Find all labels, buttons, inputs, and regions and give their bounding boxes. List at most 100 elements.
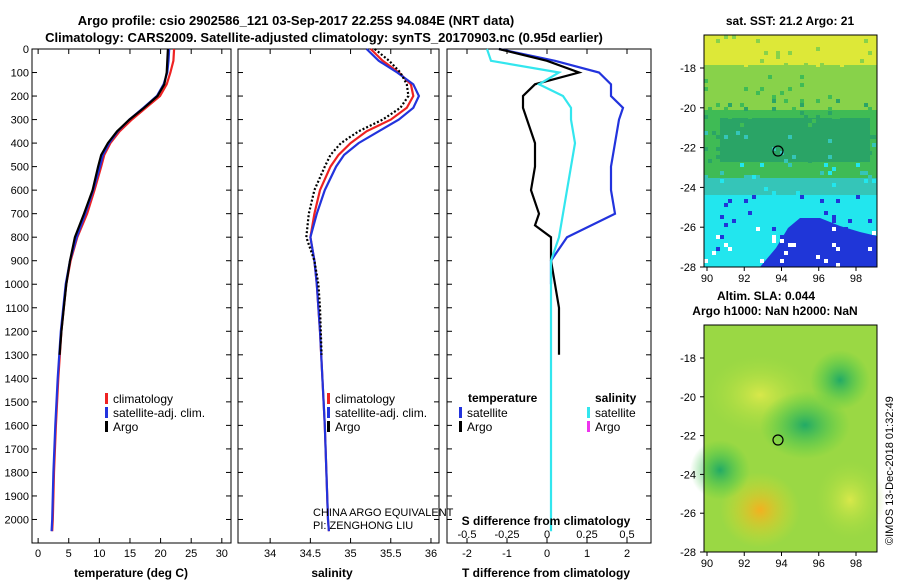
sst-pixel bbox=[776, 119, 780, 123]
sst-pixel bbox=[872, 143, 876, 147]
sst-pixel bbox=[832, 215, 836, 219]
legend-label-t-satellite: satellite bbox=[467, 406, 508, 420]
x2tick-label: 0 bbox=[544, 529, 550, 541]
xtick-label: 0 bbox=[35, 548, 41, 560]
series-line-satellite-adj-clim- bbox=[309, 48, 421, 532]
x2tick-label: -0.25 bbox=[494, 529, 519, 541]
sst-pixel bbox=[704, 75, 708, 79]
sst-map bbox=[704, 35, 877, 267]
sst-pixel bbox=[708, 159, 712, 163]
sst-pixel bbox=[704, 207, 708, 211]
sst-pixel bbox=[704, 175, 708, 179]
sst-pixel bbox=[760, 59, 764, 63]
map-xtick-label: 96 bbox=[813, 558, 825, 570]
legend-label-argo-2: Argo bbox=[335, 420, 361, 434]
sst-pixel bbox=[744, 207, 748, 211]
ytick-label: 700 bbox=[11, 209, 29, 221]
map-ytick-label: -20 bbox=[680, 392, 696, 404]
xtick-label: 1 bbox=[584, 548, 590, 560]
map-ytick-label: -22 bbox=[680, 143, 696, 155]
sst-pixel bbox=[788, 87, 792, 91]
sst-pixel bbox=[860, 71, 864, 75]
sst-pixel bbox=[712, 251, 716, 255]
sst-pixel bbox=[816, 155, 820, 159]
sst-pixel bbox=[780, 239, 784, 243]
x2tick-label: 0.25 bbox=[576, 529, 597, 541]
sst-pixel bbox=[748, 115, 752, 119]
sst-pixel bbox=[760, 163, 764, 167]
sst-pixel bbox=[832, 47, 836, 51]
sla-blob-green-2 bbox=[810, 350, 870, 410]
sst-pixel bbox=[716, 247, 720, 251]
sst-pixel bbox=[868, 135, 872, 139]
xtick-label: 25 bbox=[185, 548, 197, 560]
sst-pixel bbox=[828, 95, 832, 99]
legend-label-climatology-2: climatology bbox=[335, 392, 395, 406]
sst-pixel bbox=[760, 87, 764, 91]
sst-pixel bbox=[732, 51, 736, 55]
sst-pixel bbox=[716, 83, 720, 87]
sst-pixel bbox=[856, 195, 860, 199]
sst-pixel bbox=[820, 63, 824, 67]
sst-pixel bbox=[868, 51, 872, 55]
sst-pixel bbox=[764, 51, 768, 55]
sst-pixel bbox=[728, 199, 732, 203]
sst-pixel bbox=[868, 107, 872, 111]
sst-pixel bbox=[796, 183, 800, 187]
legend-label-satellite-2: satellite-adj. clim. bbox=[335, 406, 427, 420]
legend-label-argo: Argo bbox=[113, 420, 139, 434]
sst-pixel bbox=[820, 71, 824, 75]
pi-text: PI: ZENGHONG LIU bbox=[313, 520, 413, 532]
ytick-label: 300 bbox=[11, 115, 29, 127]
sst-pixel bbox=[856, 163, 860, 167]
sst-pixel bbox=[832, 167, 836, 171]
sst-pixel bbox=[788, 219, 792, 223]
sst-pixel bbox=[776, 51, 780, 55]
sst-pixel bbox=[744, 67, 748, 71]
sst-pixel bbox=[784, 251, 788, 255]
sst-pixel bbox=[752, 175, 756, 179]
xtick-label: 35.5 bbox=[380, 548, 401, 560]
xtick-label: 20 bbox=[154, 548, 166, 560]
imos-stamp: ©IMOS 13-Dec-2018 01:32:49 bbox=[884, 396, 896, 545]
series-line-satellite-adj-clim- bbox=[50, 48, 171, 532]
map1-title: sat. SST: 21.2 Argo: 21 bbox=[726, 14, 855, 28]
sst-pixel bbox=[868, 175, 872, 179]
sst-pixel bbox=[832, 219, 836, 223]
sst-pixel bbox=[800, 83, 804, 87]
ytick-label: 1300 bbox=[5, 350, 29, 362]
salinity-xlabel: salinity bbox=[311, 566, 353, 580]
sst-pixel bbox=[820, 171, 824, 175]
sst-pixel bbox=[744, 175, 748, 179]
sst-pixel bbox=[716, 71, 720, 75]
sst-pixel bbox=[712, 119, 716, 123]
ytick-label: 500 bbox=[11, 162, 29, 174]
map-ytick-label: -20 bbox=[680, 103, 696, 115]
sst-pixel bbox=[816, 63, 820, 67]
sst-pixel bbox=[756, 91, 760, 95]
sst-pixel bbox=[728, 115, 732, 119]
sst-pixel bbox=[724, 107, 728, 111]
credit-text: CHINA ARGO EQUIVALENT bbox=[313, 507, 454, 519]
series-line-argo bbox=[305, 48, 410, 355]
sst-pixel bbox=[800, 183, 804, 187]
map2-title-a: Altim. SLA: 0.044 bbox=[717, 289, 815, 303]
sst-pixel bbox=[720, 179, 724, 183]
sst-pixel bbox=[832, 115, 836, 119]
legend-temperature-heading: temperature bbox=[468, 391, 538, 405]
sst-pixel bbox=[784, 203, 788, 207]
sst-pixel bbox=[792, 155, 796, 159]
sst-pixel bbox=[848, 255, 852, 259]
sst-pixel bbox=[724, 91, 728, 95]
legend-temperature: climatology satellite-adj. clim. Argo bbox=[105, 392, 205, 434]
sst-pixel bbox=[732, 147, 736, 151]
sst-pixel bbox=[772, 123, 776, 127]
sst-pixel bbox=[856, 59, 860, 63]
map-ytick-label: -26 bbox=[680, 508, 696, 520]
sst-pixel bbox=[720, 203, 724, 207]
xtick-label: -2 bbox=[462, 548, 472, 560]
sst-pixel bbox=[744, 71, 748, 75]
ytick-label: 1800 bbox=[5, 467, 29, 479]
sst-pixel bbox=[856, 155, 860, 159]
ytick-label: 900 bbox=[11, 256, 29, 268]
